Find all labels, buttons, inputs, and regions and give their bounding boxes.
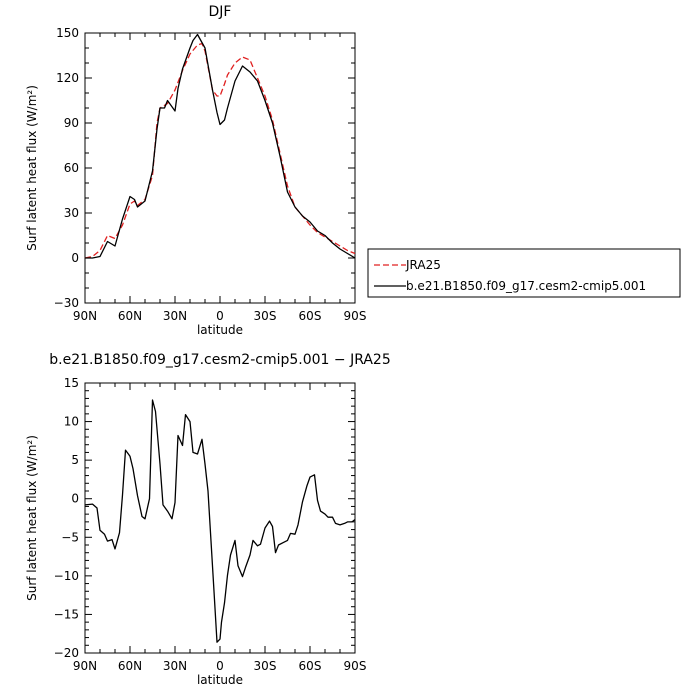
legend-entry: b.e21.B1850.f09_g17.cesm2-cmip5.001	[406, 279, 646, 293]
x-tick-label: 30N	[163, 309, 187, 323]
y-tick-label: −30	[54, 296, 79, 310]
x-tick-label: 90S	[344, 309, 367, 323]
y-tick-label: 0	[71, 251, 79, 265]
x-axis-label: latitude	[197, 323, 243, 337]
plot-frame	[84, 32, 356, 304]
x-tick-label: 60S	[299, 309, 322, 323]
y-tick-label: 5	[71, 453, 79, 467]
x-tick-label: 90S	[344, 659, 367, 673]
x-tick-label: 30N	[163, 659, 187, 673]
y-axis-label: Surf latent heat flux (W/m²)	[25, 435, 39, 601]
y-tick-label: 150	[56, 26, 79, 40]
x-tick-label: 60N	[118, 659, 142, 673]
y-tick-label: 120	[56, 71, 79, 85]
y-axis-label: Surf latent heat flux (W/m²)	[25, 85, 39, 251]
series-line-jra25	[84, 42, 356, 259]
series-line-difference	[84, 399, 356, 643]
series-line-b-e21-b1850-f09-g17-cesm2-cmip5-001	[85, 33, 356, 259]
y-tick-label: 15	[64, 376, 79, 390]
x-tick-label: 90N	[73, 309, 97, 323]
chart-bottom-difference: b.e21.B1850.f09_g17.cesm2-cmip5.001 − JR…	[25, 352, 391, 687]
y-tick-label: 60	[64, 161, 79, 175]
x-axis-label: latitude	[197, 673, 243, 687]
legend: JRA25 b.e21.B1850.f09_g17.cesm2-cmip5.001	[367, 248, 681, 298]
y-tick-label: −15	[54, 607, 79, 621]
chart-top-djf: DJF 90N 60N 30N 0 30S 60S 90S −30 0 30 60 90 120 150 la…	[25, 4, 681, 337]
y-tick-label: 30	[64, 206, 79, 220]
x-tick-label: 60S	[299, 659, 322, 673]
y-tick-label: 10	[64, 415, 79, 429]
y-tick-label: −10	[54, 569, 79, 583]
legend-box	[367, 248, 681, 298]
x-tick-label: 90N	[73, 659, 97, 673]
chart-title: DJF	[209, 4, 232, 20]
legend-entry: JRA25	[405, 258, 441, 272]
x-tick-label: 60N	[118, 309, 142, 323]
x-tick-label: 30S	[254, 659, 277, 673]
chart-title: b.e21.B1850.f09_g17.cesm2-cmip5.001 − JR…	[49, 352, 391, 368]
x-tick-label: 0	[216, 659, 224, 673]
y-tick-label: −20	[54, 646, 79, 660]
plot-frame	[84, 382, 356, 654]
x-tick-label: 0	[216, 309, 224, 323]
y-tick-label: −5	[61, 530, 79, 544]
y-tick-label: 0	[71, 492, 79, 506]
y-tick-label: 90	[64, 116, 79, 130]
x-tick-label: 30S	[254, 309, 277, 323]
